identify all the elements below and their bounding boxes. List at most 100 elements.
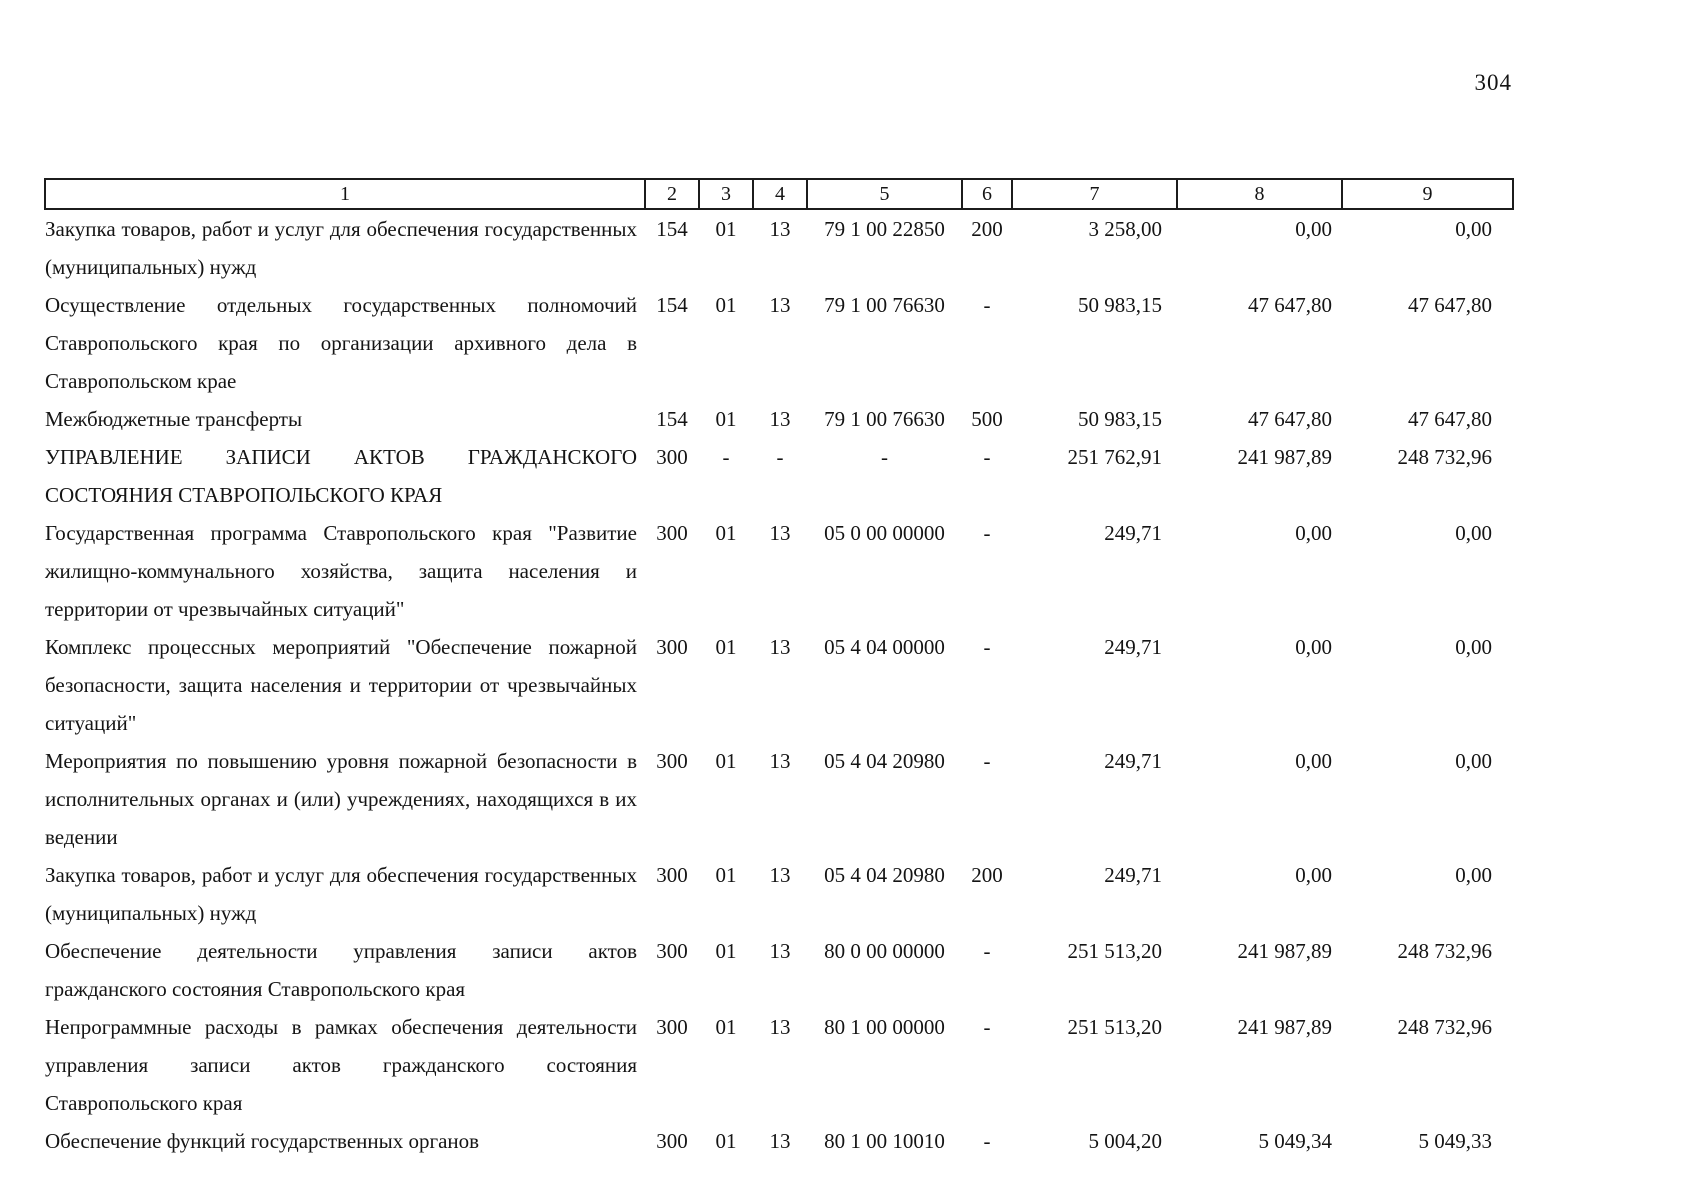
cell-amount-1: 50 983,15	[1078, 293, 1162, 317]
table-row: Мероприятия по повышению уровня пожарной…	[45, 742, 1513, 856]
cell-section: 01	[715, 1129, 737, 1153]
table-row: Комплекс процессных мероприятий "Обеспеч…	[45, 628, 1513, 742]
page-number: 304	[1474, 70, 1512, 95]
table-row: Обеспечение деятельности управления запи…	[45, 932, 1513, 1008]
cell-amount-2: 241 987,89	[1237, 1015, 1333, 1039]
cell-target-code: 80 1 00 10010	[824, 1129, 945, 1153]
cell-subsection: 13	[769, 407, 791, 431]
cell-amount-3: 248 732,96	[1397, 445, 1493, 469]
cell-amount-2: 0,00	[1295, 521, 1332, 545]
table-row: Непрограммные расходы в рамках обеспечен…	[45, 1008, 1513, 1122]
cell-amount-3: 0,00	[1455, 217, 1492, 241]
cell-subsection: 13	[769, 1015, 791, 1039]
header-row: 1 2 3 4 5 6 7 8 9	[44, 178, 1514, 210]
cell-amount-1: 249,71	[1104, 863, 1162, 887]
cell-section: 01	[715, 521, 737, 545]
row-name: Комплекс процессных мероприятий "Обеспеч…	[45, 635, 637, 735]
cell-amount-1: 251 762,91	[1067, 445, 1163, 469]
budget-table: 1 2 3 4 5 6 7 8 9 Закупка товаров, работ…	[44, 178, 1514, 1160]
cell-section: -	[722, 445, 730, 469]
row-name: Мероприятия по повышению уровня пожарной…	[45, 749, 637, 849]
cell-amount-2: 47 647,80	[1248, 293, 1332, 317]
cell-target-code: 80 0 00 00000	[824, 939, 945, 963]
cell-section: 01	[715, 293, 737, 317]
cell-amount-1: 249,71	[1104, 521, 1162, 545]
cell-amount-2: 0,00	[1295, 217, 1332, 241]
cell-subsection: 13	[769, 521, 791, 545]
column-header-8: 8	[1176, 178, 1343, 210]
cell-section: 01	[715, 1015, 737, 1039]
table-row: Закупка товаров, работ и услуг для обесп…	[45, 856, 1513, 932]
cell-amount-1: 3 258,00	[1088, 217, 1163, 241]
cell-expense-type: -	[983, 635, 991, 659]
cell-amount-2: 0,00	[1295, 863, 1332, 887]
cell-subsection: 13	[769, 293, 791, 317]
row-name: Обеспечение деятельности управления запи…	[45, 939, 637, 1001]
cell-target-code: 79 1 00 22850	[824, 217, 945, 241]
column-header-6: 6	[961, 178, 1013, 210]
column-header-9: 9	[1341, 178, 1514, 210]
cell-target-code: 05 4 04 20980	[824, 749, 945, 773]
cell-expense-type: 500	[971, 407, 1003, 431]
cell-section: 01	[715, 217, 737, 241]
cell-amount-2: 241 987,89	[1237, 939, 1333, 963]
cell-code: 300	[656, 445, 688, 469]
cell-amount-3: 0,00	[1455, 521, 1492, 545]
cell-amount-3: 0,00	[1455, 635, 1492, 659]
cell-subsection: 13	[769, 217, 791, 241]
cell-amount-1: 251 513,20	[1067, 1015, 1163, 1039]
cell-amount-3: 47 647,80	[1408, 407, 1492, 431]
row-name: Межбюджетные трансферты	[45, 407, 303, 431]
cell-expense-type: -	[983, 445, 991, 469]
cell-section: 01	[715, 407, 737, 431]
cell-code: 300	[656, 521, 688, 545]
cell-subsection: 13	[769, 939, 791, 963]
row-name: Обеспечение функций государственных орга…	[45, 1129, 480, 1153]
cell-target-code: 79 1 00 76630	[824, 407, 945, 431]
cell-expense-type: 200	[971, 863, 1003, 887]
cell-amount-1: 249,71	[1104, 749, 1162, 773]
row-name: Государственная программа Ставропольског…	[45, 521, 637, 621]
table-row: Осуществление отдельных государственных …	[45, 286, 1513, 400]
column-header-4: 4	[752, 178, 808, 210]
cell-expense-type: -	[983, 939, 991, 963]
cell-amount-3: 248 732,96	[1397, 939, 1493, 963]
cell-target-code: 05 4 04 20980	[824, 863, 945, 887]
cell-section: 01	[715, 939, 737, 963]
cell-amount-3: 0,00	[1455, 863, 1492, 887]
column-header-5: 5	[806, 178, 963, 210]
cell-amount-3: 248 732,96	[1397, 1015, 1493, 1039]
table-row: УПРАВЛЕНИЕ ЗАПИСИ АКТОВ ГРАЖДАНСКОГО СОС…	[45, 438, 1513, 514]
cell-amount-2: 5 049,34	[1258, 1129, 1333, 1153]
cell-target-code: 05 4 04 00000	[824, 635, 945, 659]
row-name: Непрограммные расходы в рамках обеспечен…	[45, 1015, 637, 1115]
cell-amount-2: 241 987,89	[1237, 445, 1333, 469]
cell-subsection: 13	[769, 635, 791, 659]
cell-expense-type: -	[983, 1015, 991, 1039]
table-body: Закупка товаров, работ и услуг для обесп…	[45, 209, 1513, 1160]
cell-amount-1: 251 513,20	[1067, 939, 1163, 963]
cell-section: 01	[715, 749, 737, 773]
cell-target-code: 80 1 00 00000	[824, 1015, 945, 1039]
cell-code: 300	[656, 939, 688, 963]
row-name: Закупка товаров, работ и услуг для обесп…	[45, 863, 637, 925]
cell-code: 300	[656, 749, 688, 773]
cell-amount-2: 0,00	[1295, 635, 1332, 659]
table-row: Государственная программа Ставропольског…	[45, 514, 1513, 628]
cell-amount-1: 5 004,20	[1088, 1129, 1163, 1153]
cell-target-code: 79 1 00 76630	[824, 293, 945, 317]
row-name: УПРАВЛЕНИЕ ЗАПИСИ АКТОВ ГРАЖДАНСКОГО СОС…	[45, 445, 637, 507]
row-name: Осуществление отдельных государственных …	[45, 293, 637, 393]
cell-subsection: -	[776, 445, 784, 469]
table-row: Закупка товаров, работ и услуг для обесп…	[45, 209, 1513, 286]
cell-expense-type: -	[983, 749, 991, 773]
cell-code: 300	[656, 1015, 688, 1039]
cell-amount-3: 5 049,33	[1418, 1129, 1493, 1153]
cell-amount-3: 0,00	[1455, 749, 1492, 773]
cell-code: 300	[656, 863, 688, 887]
cell-expense-type: 200	[971, 217, 1003, 241]
column-header-2: 2	[644, 178, 700, 210]
cell-code: 300	[656, 1129, 688, 1153]
cell-subsection: 13	[769, 749, 791, 773]
cell-amount-2: 0,00	[1295, 749, 1332, 773]
